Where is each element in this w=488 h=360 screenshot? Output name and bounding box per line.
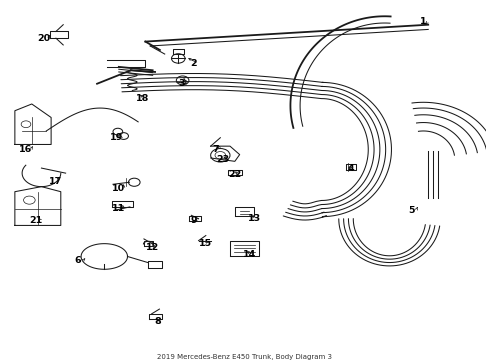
Text: 8: 8: [154, 317, 161, 326]
Text: 22: 22: [228, 170, 241, 179]
Text: 13: 13: [247, 214, 260, 223]
Text: 1: 1: [419, 17, 426, 26]
Text: 20: 20: [37, 34, 50, 43]
Text: 2019 Mercedes-Benz E450 Trunk, Body Diagram 3: 2019 Mercedes-Benz E450 Trunk, Body Diag…: [157, 354, 331, 360]
Text: 11: 11: [112, 204, 125, 213]
Text: 12: 12: [146, 243, 159, 252]
Text: 21: 21: [29, 216, 42, 225]
Text: 18: 18: [136, 94, 149, 103]
Text: 5: 5: [407, 206, 414, 215]
Text: 16: 16: [20, 145, 33, 154]
Text: 7: 7: [212, 145, 218, 154]
Text: 9: 9: [190, 216, 197, 225]
Text: 14: 14: [242, 249, 255, 258]
Text: 2: 2: [190, 59, 197, 68]
Text: 10: 10: [112, 184, 125, 193]
Text: 17: 17: [49, 177, 62, 186]
Text: 6: 6: [74, 256, 81, 265]
Text: 19: 19: [109, 133, 123, 142]
Text: 15: 15: [199, 239, 212, 248]
Text: 23: 23: [216, 155, 229, 164]
Text: 3: 3: [178, 79, 184, 88]
Text: 4: 4: [347, 163, 353, 172]
